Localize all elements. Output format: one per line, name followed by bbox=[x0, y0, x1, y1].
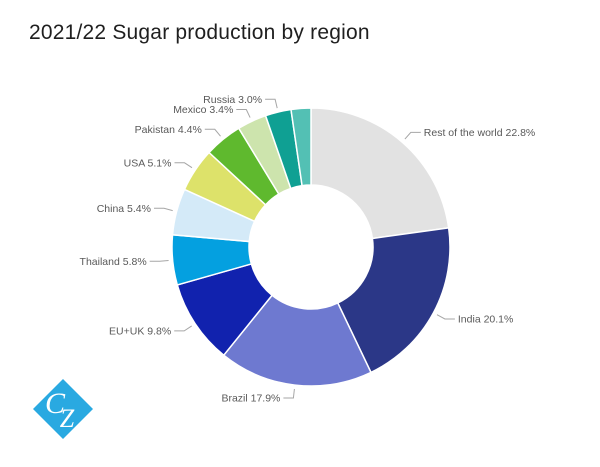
leader-line-rest-of-the-world bbox=[404, 131, 421, 140]
slice-rest-of-the-world[interactable] bbox=[310, 107, 450, 240]
slice-label-brazil: Brazil 17.9% bbox=[221, 393, 280, 405]
cz-logo: C Z bbox=[33, 379, 93, 439]
slice-label-thailand: Thailand 5.8% bbox=[80, 256, 147, 268]
logo-letter-z: Z bbox=[60, 404, 75, 433]
leader-line-india bbox=[436, 314, 455, 320]
chart-title: 2021/22 Sugar production by region bbox=[29, 21, 370, 44]
slice-label-pakistan: Pakistan 4.4% bbox=[135, 124, 202, 136]
slice-india[interactable] bbox=[336, 227, 451, 374]
leader-line-eu-uk bbox=[174, 325, 192, 332]
logo-letter-c: C bbox=[45, 387, 66, 420]
leader-line-pakistan bbox=[204, 128, 221, 137]
slice-label-eu-uk: EU+UK 9.8% bbox=[109, 325, 171, 337]
leader-line-brazil bbox=[283, 388, 295, 399]
leader-line-china bbox=[154, 207, 173, 212]
slice-label-mexico: Mexico 3.4% bbox=[173, 104, 233, 116]
leader-line-russia bbox=[265, 98, 278, 109]
slice-label-russia: Russia 3.0% bbox=[203, 94, 262, 106]
slice-label-usa: USA 5.1% bbox=[124, 157, 172, 169]
leader-line-mexico bbox=[236, 109, 251, 118]
leader-line-thailand bbox=[149, 260, 169, 262]
leader-line-usa bbox=[174, 162, 193, 169]
slice-brazil[interactable] bbox=[222, 294, 372, 387]
logo-diamond bbox=[33, 379, 93, 439]
slice-other[interactable] bbox=[290, 107, 312, 187]
slice-label-rest-of-the-world: Rest of the world 22.8% bbox=[424, 127, 535, 139]
slice-label-china: China 5.4% bbox=[97, 203, 151, 215]
slice-label-india: India 20.1% bbox=[458, 314, 513, 326]
